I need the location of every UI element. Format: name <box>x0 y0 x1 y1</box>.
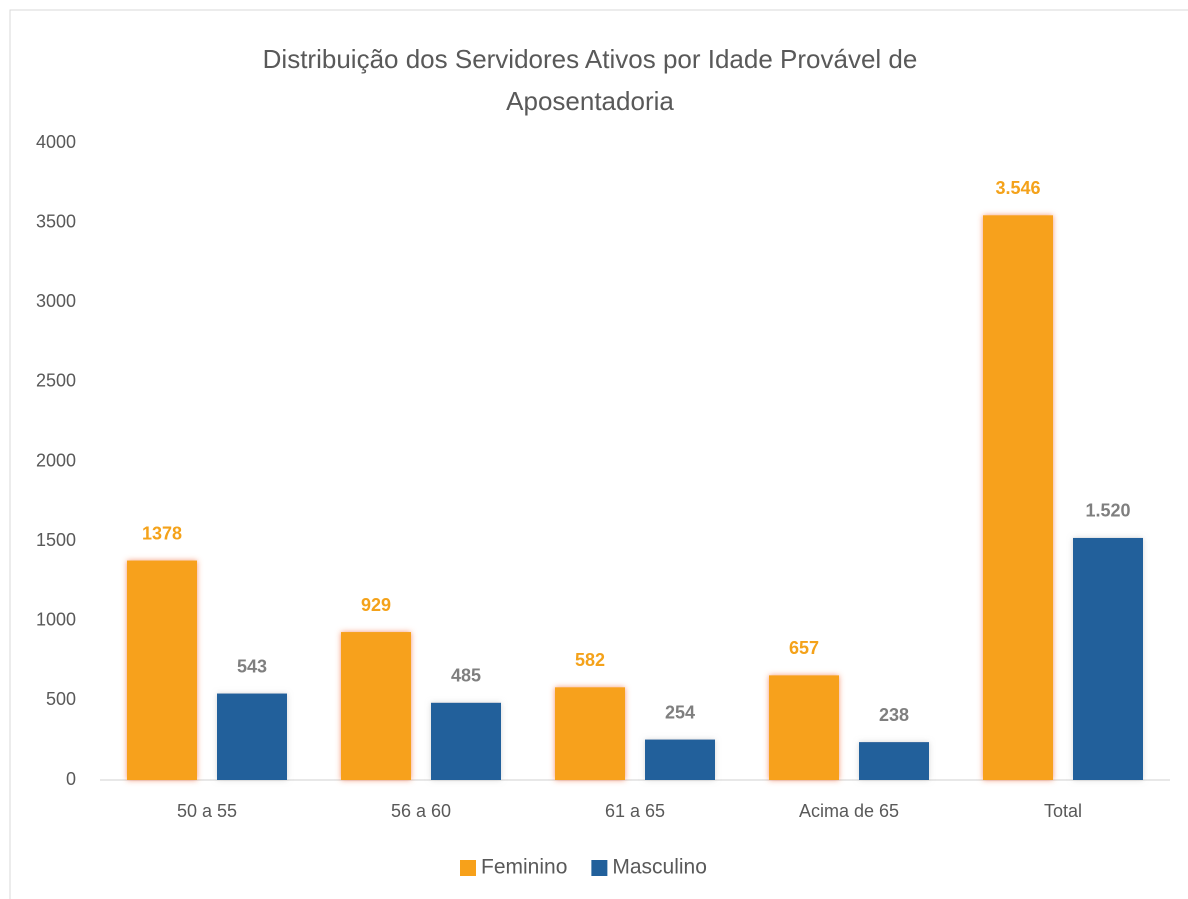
y-tick-label: 4000 <box>36 132 76 152</box>
y-tick-label: 1500 <box>36 530 76 550</box>
data-label: 3.546 <box>995 178 1040 198</box>
legend-label: Feminino <box>481 856 567 879</box>
data-label: 485 <box>451 666 481 686</box>
y-tick-label: 3500 <box>36 211 76 231</box>
data-label: 582 <box>575 650 605 670</box>
bar <box>555 687 625 780</box>
x-tick-label: Acima de 65 <box>799 801 899 821</box>
legend-swatch <box>591 860 608 876</box>
bar <box>431 702 501 780</box>
data-label: 1378 <box>142 523 182 543</box>
data-label: 254 <box>665 702 695 722</box>
data-label: 543 <box>237 656 267 676</box>
data-label: 238 <box>879 705 909 725</box>
legend-label: Masculino <box>612 856 707 879</box>
bar <box>769 675 839 780</box>
bar <box>645 739 715 780</box>
y-tick-label: 0 <box>66 769 76 789</box>
y-tick-label: 500 <box>46 689 76 709</box>
bar <box>859 742 929 780</box>
bar <box>1073 537 1143 780</box>
x-tick-label: 50 a 55 <box>177 801 237 821</box>
data-label: 657 <box>789 638 819 658</box>
chart-title: Distribuição dos Servidores Ativos por I… <box>262 44 918 116</box>
x-tick-label: 61 a 65 <box>605 801 665 821</box>
data-label: 1.520 <box>1085 501 1130 521</box>
chart-border <box>9 9 1188 899</box>
x-tick-label: 56 a 60 <box>391 801 451 821</box>
data-label: 929 <box>361 595 391 615</box>
bar <box>217 693 287 780</box>
y-tick-label: 1000 <box>36 610 76 630</box>
x-tick-label: Total <box>1044 801 1082 821</box>
bar <box>983 215 1053 780</box>
legend-swatch <box>460 860 476 876</box>
y-tick-label: 3000 <box>36 291 76 311</box>
bar <box>127 560 197 780</box>
y-tick-label: 2000 <box>36 450 76 470</box>
bar <box>341 632 411 780</box>
y-tick-label: 2500 <box>36 371 76 391</box>
